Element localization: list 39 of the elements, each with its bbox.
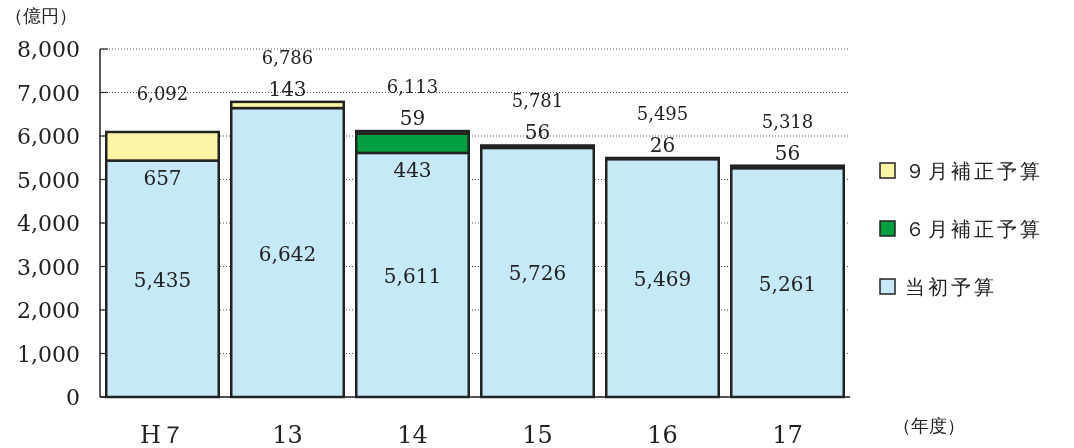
- data-label: 6,642: [258, 241, 317, 266]
- y-axis-title: （億円）: [5, 5, 77, 26]
- total-label: 6,786: [261, 46, 314, 68]
- data-label: 5,611: [383, 263, 442, 288]
- x-tick-label: 15: [522, 421, 553, 448]
- y-tick-label: 1,000: [17, 341, 80, 367]
- y-tick-label: 5,000: [17, 167, 80, 193]
- x-tick-label: H７: [140, 421, 185, 448]
- y-tick-label: 6,000: [17, 124, 80, 149]
- legend-label: ６月補正予算: [905, 217, 1043, 241]
- data-label: 5,261: [758, 271, 817, 296]
- data-label: 26: [649, 132, 676, 157]
- legend-label: ９月補正予算: [905, 159, 1043, 183]
- data-label: 5,469: [633, 267, 692, 292]
- data-label: 5,726: [508, 261, 567, 286]
- y-tick-label: 7,000: [17, 80, 80, 106]
- data-label: 56: [774, 140, 801, 165]
- data-label: 443: [393, 157, 432, 182]
- data-label: 59: [399, 106, 426, 131]
- total-label: 6,113: [386, 76, 439, 98]
- total-label: 5,781: [511, 90, 564, 112]
- y-tick-label: 0: [66, 385, 80, 410]
- x-tick-label: 14: [397, 421, 428, 448]
- y-tick-label: 8,000: [17, 37, 80, 62]
- y-tick-label: 2,000: [17, 298, 80, 323]
- x-tick-label: 17: [772, 421, 803, 448]
- total-label: 5,318: [761, 110, 814, 132]
- data-label: 143: [268, 76, 307, 101]
- x-axis-title: （年度）: [893, 415, 965, 436]
- data-label: 5,435: [133, 267, 192, 292]
- x-tick-label: 13: [272, 421, 303, 448]
- x-tick-label: 16: [647, 421, 678, 448]
- legend-label: 当初予算: [905, 275, 997, 299]
- total-label: 6,092: [136, 83, 189, 104]
- y-tick-label: 4,000: [17, 211, 80, 236]
- data-label: 657: [143, 165, 182, 190]
- y-tick-label: 3,000: [17, 254, 80, 280]
- total-label: 5,495: [636, 102, 689, 124]
- data-label: 56: [524, 120, 551, 145]
